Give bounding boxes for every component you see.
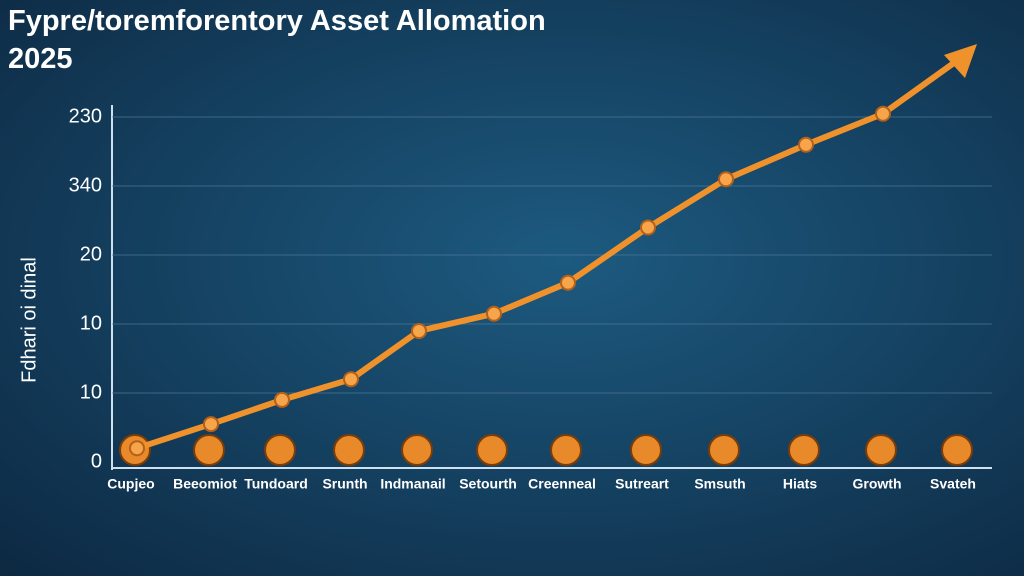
data-point (129, 440, 145, 457)
y-axis-label: Fdhari oi dinal (18, 257, 40, 383)
x-tick-label: Indmanail (380, 476, 445, 492)
coin-icon (550, 434, 582, 466)
chart-subtitle: 2025 (8, 43, 73, 75)
coin-icon (865, 434, 897, 466)
x-tick-label: Sutreart (615, 476, 669, 492)
y-tick-label: 340 (69, 174, 102, 196)
x-tick-label: Growth (853, 476, 902, 492)
y-tick-label: 10 (80, 312, 102, 334)
y-tick-label: 20 (80, 243, 102, 265)
coin-icon (708, 434, 740, 466)
x-tick-label: Hiats (783, 476, 817, 492)
coin-icon (941, 434, 973, 466)
coin-icon (788, 434, 820, 466)
data-point (486, 305, 502, 322)
data-point (411, 322, 427, 339)
x-tick-label: Tundoard (244, 476, 308, 492)
y-tick-label: 10 (80, 381, 102, 403)
coin-icon (476, 434, 508, 466)
x-tick-label: Cupjeo (107, 476, 154, 492)
data-point (718, 171, 734, 188)
trend-arrow-shaft (881, 57, 960, 117)
coin-icon (630, 434, 662, 466)
data-point (203, 416, 219, 433)
x-tick-label: Svateh (930, 476, 976, 492)
data-point (560, 274, 576, 291)
x-tick-label: Smsuth (694, 476, 745, 492)
y-tick-label: 230 (69, 105, 102, 127)
x-tick-label: Creenneal (528, 476, 596, 492)
chart-title: Fypre/toremforentory Asset Allomation (8, 5, 546, 37)
data-point (640, 219, 656, 236)
coin-icon (193, 434, 225, 466)
coin-icon (333, 434, 365, 466)
data-point (343, 371, 359, 388)
x-tick-label: Beeomiot (173, 476, 237, 492)
data-point (274, 391, 290, 408)
x-tick-label: Setourth (459, 476, 517, 492)
coin-icon (401, 434, 433, 466)
y-tick-label: 0 (91, 450, 102, 472)
data-point (798, 136, 814, 153)
x-tick-label: Srunth (322, 476, 367, 492)
data-point (875, 105, 891, 122)
coin-icon (264, 434, 296, 466)
trend-arrow-head (944, 44, 977, 78)
